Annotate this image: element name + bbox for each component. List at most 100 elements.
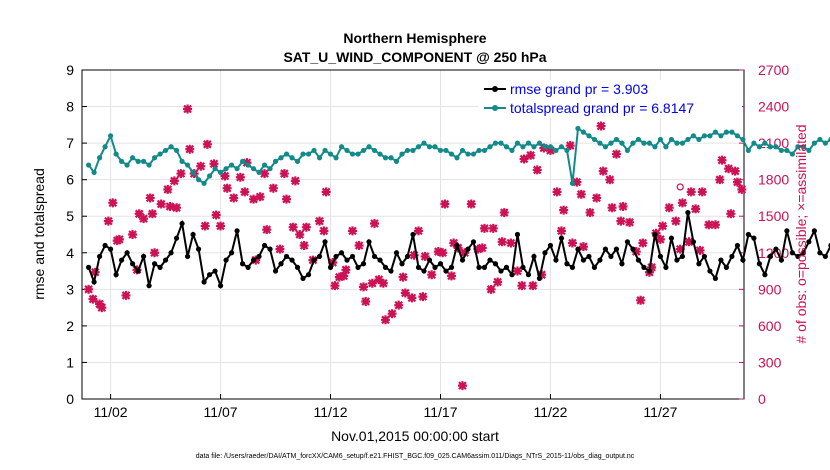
- obs-assimilated-marker: [381, 315, 391, 325]
- obs-assimilated-marker: [163, 184, 173, 194]
- obs-assimilated-marker: [222, 183, 232, 193]
- totalspread-point: [184, 162, 191, 168]
- obs-assimilated-marker: [229, 193, 239, 203]
- rmse-point: [701, 253, 708, 260]
- rmse-point: [492, 261, 499, 267]
- obs-assimilated-marker: [209, 159, 219, 169]
- obs-assimilated-marker: [220, 171, 230, 181]
- y-right-tick-label: 600: [758, 318, 782, 334]
- totalspread-series: [85, 125, 830, 186]
- totalspread-point: [586, 133, 592, 139]
- rmse-point: [784, 228, 790, 234]
- chart-subtitle: SAT_U_WIND_COMPONENT @ 250 hPa: [283, 49, 546, 65]
- totalspread-point: [778, 147, 784, 154]
- rmse-point: [338, 250, 345, 256]
- obs-assimilated-marker: [528, 281, 538, 291]
- totalspread-point: [817, 136, 823, 143]
- rmse-point: [85, 264, 92, 270]
- rmse-point: [668, 235, 675, 241]
- totalspread-point: [206, 173, 213, 179]
- totalspread-point: [608, 140, 614, 146]
- rmse-point: [613, 246, 620, 252]
- rmse-point: [635, 257, 642, 263]
- x-axis-label: Nov.01,2015 00:00:00 start: [331, 428, 499, 444]
- rmse-point: [817, 250, 823, 256]
- rmse-point: [382, 264, 389, 270]
- rmse-point: [586, 253, 592, 260]
- obs-assimilated-marker: [519, 154, 529, 164]
- totalspread-point: [234, 166, 240, 172]
- totalspread-point: [333, 155, 339, 161]
- rmse-point: [641, 264, 647, 270]
- rmse-point: [349, 253, 356, 260]
- y-tick-label: 4: [66, 245, 74, 261]
- obs-assimilated-marker: [249, 194, 259, 204]
- y-tick-label: 3: [66, 281, 74, 297]
- rmse-point: [778, 257, 784, 263]
- rmse-point: [734, 242, 741, 249]
- obs-assimilated-marker: [671, 216, 681, 226]
- rmse-point: [707, 268, 713, 274]
- totalspread-point: [619, 140, 625, 146]
- obs-assimilated-marker: [268, 183, 278, 193]
- totalspread-point: [575, 125, 581, 132]
- totalspread-point: [487, 144, 493, 150]
- obs-assimilated-marker: [330, 281, 340, 291]
- obs-assimilated-marker: [240, 187, 250, 197]
- totalspread-point: [245, 162, 251, 168]
- obs-assimilated-marker: [732, 177, 742, 187]
- rmse-point: [333, 253, 339, 260]
- obs-assimilated-marker: [139, 214, 149, 224]
- obs-assimilated-marker: [695, 245, 705, 255]
- rmse-point: [432, 264, 438, 270]
- totalspread-point: [349, 151, 356, 157]
- rmse-point: [476, 264, 482, 270]
- totalspread-point: [124, 162, 130, 168]
- totalspread-point: [756, 144, 762, 150]
- y-tick-label: 6: [66, 172, 74, 188]
- totalspread-point: [751, 140, 757, 146]
- totalspread-point: [624, 147, 631, 154]
- totalspread-point: [613, 136, 620, 143]
- obs-assimilated-marker: [315, 216, 325, 226]
- rmse-point: [327, 264, 334, 270]
- rmse-point: [245, 264, 251, 270]
- obs-assimilated-marker: [88, 294, 98, 304]
- totalspread-point: [652, 144, 658, 150]
- rmse-point: [762, 272, 768, 278]
- rmse-point: [822, 253, 828, 260]
- totalspread-point: [311, 147, 317, 154]
- rmse-point: [316, 253, 323, 260]
- totalspread-point: [151, 155, 158, 161]
- obs-assimilated-marker: [260, 169, 270, 179]
- rmse-point: [179, 220, 185, 227]
- obs-assimilated-marker: [176, 169, 186, 179]
- x-tick-label: 11/07: [204, 404, 238, 420]
- totalspread-point: [525, 140, 532, 146]
- footnote: data file: /Users/raeder/DAI/ATM_forcXX/…: [196, 453, 635, 460]
- totalspread-point: [448, 151, 455, 157]
- rmse-point: [140, 253, 147, 260]
- y-tick-label: 7: [66, 135, 74, 151]
- obs-assimilated-marker: [655, 234, 665, 244]
- y-right-tick-label: 2400: [758, 99, 789, 115]
- totalspread-point: [580, 129, 587, 135]
- rmse-point: [118, 257, 125, 263]
- y-tick-label: 2: [66, 318, 74, 334]
- obs-assimilated-marker: [420, 251, 430, 261]
- obs-assimilated-marker: [556, 226, 566, 236]
- obs-assimilated-marker: [576, 189, 586, 199]
- obs-assimilated-marker: [506, 238, 516, 248]
- totalspread-point: [344, 147, 350, 154]
- rmse-point: [399, 261, 405, 267]
- totalspread-point: [718, 133, 724, 139]
- totalspread-point: [723, 129, 730, 135]
- totalspread-point: [195, 177, 202, 183]
- y-right-tick-label: 2100: [758, 135, 789, 151]
- totalspread-point: [679, 140, 686, 146]
- totalspread-point: [102, 144, 108, 150]
- totalspread-point: [476, 147, 482, 154]
- obs-assimilated-marker: [473, 244, 483, 254]
- rmse-point: [113, 272, 119, 278]
- rmse-point: [800, 250, 806, 256]
